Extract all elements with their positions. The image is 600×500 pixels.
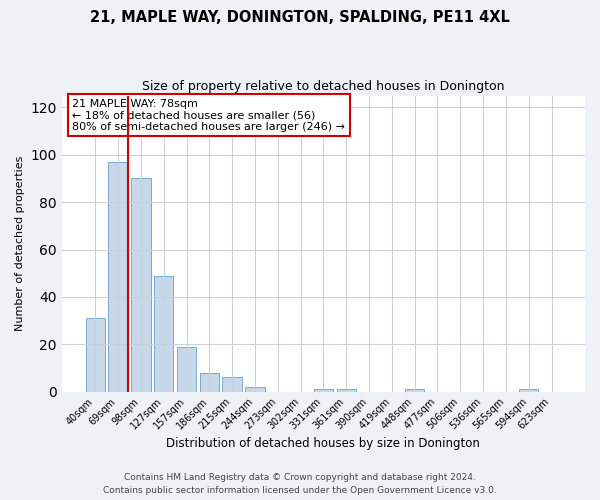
Bar: [154, 276, 173, 392]
X-axis label: Distribution of detached houses by size in Donington: Distribution of detached houses by size …: [166, 437, 481, 450]
Bar: [337, 390, 356, 392]
Bar: [200, 372, 219, 392]
Bar: [109, 162, 128, 392]
Bar: [177, 346, 196, 392]
Text: Contains HM Land Registry data © Crown copyright and database right 2024.
Contai: Contains HM Land Registry data © Crown c…: [103, 474, 497, 495]
Bar: [405, 390, 424, 392]
Bar: [245, 387, 265, 392]
Text: 21 MAPLE WAY: 78sqm
← 18% of detached houses are smaller (56)
80% of semi-detach: 21 MAPLE WAY: 78sqm ← 18% of detached ho…: [72, 98, 345, 132]
Bar: [519, 390, 538, 392]
Bar: [86, 318, 105, 392]
Bar: [223, 378, 242, 392]
Bar: [131, 178, 151, 392]
Title: Size of property relative to detached houses in Donington: Size of property relative to detached ho…: [142, 80, 505, 93]
Bar: [314, 390, 333, 392]
Y-axis label: Number of detached properties: Number of detached properties: [15, 156, 25, 332]
Text: 21, MAPLE WAY, DONINGTON, SPALDING, PE11 4XL: 21, MAPLE WAY, DONINGTON, SPALDING, PE11…: [90, 10, 510, 25]
